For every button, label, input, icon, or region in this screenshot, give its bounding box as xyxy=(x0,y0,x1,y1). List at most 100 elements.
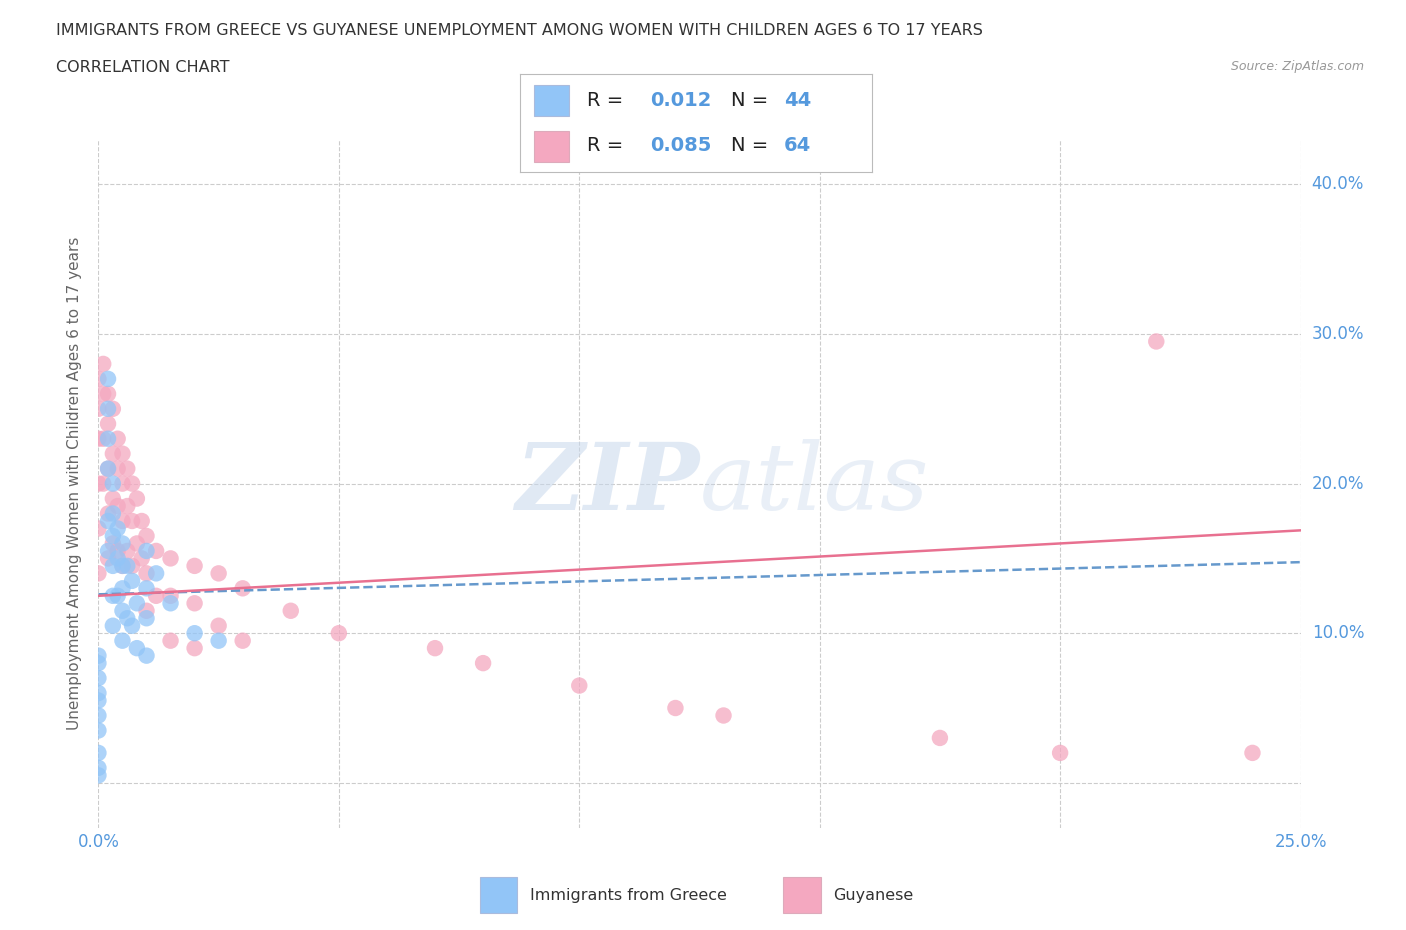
Point xyxy=(208,566,231,581)
Point xyxy=(111,558,134,573)
Point xyxy=(928,730,950,745)
Point xyxy=(87,708,110,723)
Point xyxy=(135,543,157,558)
Point xyxy=(87,648,110,663)
Point xyxy=(208,618,231,633)
Point xyxy=(183,626,205,641)
Point xyxy=(232,581,254,596)
Point xyxy=(159,589,181,604)
Point xyxy=(87,476,110,491)
Point xyxy=(145,566,167,581)
Point xyxy=(121,476,143,491)
Point xyxy=(328,626,350,641)
Point xyxy=(713,708,735,723)
Text: 10.0%: 10.0% xyxy=(1312,624,1364,643)
Point xyxy=(135,581,157,596)
Point xyxy=(87,671,110,685)
Point xyxy=(125,641,148,656)
Point xyxy=(121,558,143,573)
Point xyxy=(101,506,124,521)
Point xyxy=(121,618,143,633)
Point xyxy=(97,386,120,401)
Point xyxy=(101,536,124,551)
Text: atlas: atlas xyxy=(699,439,929,528)
Point xyxy=(91,386,114,401)
Bar xyxy=(534,131,569,163)
Bar xyxy=(534,86,569,116)
Point xyxy=(97,543,120,558)
Point xyxy=(97,551,120,565)
Text: 44: 44 xyxy=(785,91,811,111)
Text: N =: N = xyxy=(731,91,768,111)
Point xyxy=(117,558,139,573)
Point xyxy=(87,723,110,737)
Point xyxy=(125,596,148,611)
Point xyxy=(87,371,110,386)
Point xyxy=(423,641,446,656)
Point xyxy=(135,566,157,581)
Point xyxy=(145,543,167,558)
Point xyxy=(183,558,205,573)
Point xyxy=(97,417,120,432)
Point xyxy=(117,611,139,626)
Point xyxy=(1241,746,1264,761)
Text: IMMIGRANTS FROM GREECE VS GUYANESE UNEMPLOYMENT AMONG WOMEN WITH CHILDREN AGES 6: IMMIGRANTS FROM GREECE VS GUYANESE UNEMP… xyxy=(56,23,983,38)
Point xyxy=(101,491,124,506)
Point xyxy=(121,513,143,528)
Point xyxy=(107,521,129,536)
Point xyxy=(97,513,120,528)
Point xyxy=(107,589,129,604)
Point xyxy=(97,506,120,521)
Point xyxy=(111,558,134,573)
Point xyxy=(111,446,134,461)
Point xyxy=(111,604,134,618)
Point xyxy=(111,581,134,596)
Point xyxy=(97,402,120,417)
Point xyxy=(87,768,110,783)
Point xyxy=(107,498,129,513)
Point xyxy=(121,574,143,589)
Point xyxy=(97,461,120,476)
Point xyxy=(91,356,114,371)
Point xyxy=(125,536,148,551)
Point xyxy=(87,521,110,536)
Point xyxy=(111,633,134,648)
Point xyxy=(159,633,181,648)
Point xyxy=(1049,746,1071,761)
Text: 64: 64 xyxy=(785,136,811,155)
Text: 40.0%: 40.0% xyxy=(1312,176,1364,193)
Point xyxy=(183,596,205,611)
Point xyxy=(135,648,157,663)
Point xyxy=(87,402,110,417)
Point xyxy=(280,604,302,618)
Point xyxy=(111,536,134,551)
Text: 20.0%: 20.0% xyxy=(1312,474,1364,493)
Point xyxy=(117,543,139,558)
Text: Guyanese: Guyanese xyxy=(832,887,912,903)
Point xyxy=(125,491,148,506)
Point xyxy=(107,551,129,565)
Point xyxy=(472,656,495,671)
Point xyxy=(97,461,120,476)
Text: N =: N = xyxy=(731,136,768,155)
Point xyxy=(111,476,134,491)
Text: R =: R = xyxy=(588,91,623,111)
Point xyxy=(1144,334,1167,349)
Text: Immigrants from Greece: Immigrants from Greece xyxy=(530,887,727,903)
Point xyxy=(87,685,110,700)
Text: Source: ZipAtlas.com: Source: ZipAtlas.com xyxy=(1230,60,1364,73)
Point xyxy=(159,596,181,611)
Point xyxy=(101,402,124,417)
Text: ZIP: ZIP xyxy=(515,439,699,528)
Point xyxy=(91,432,114,446)
Point xyxy=(87,656,110,671)
Point xyxy=(87,693,110,708)
Point xyxy=(91,476,114,491)
Text: 0.085: 0.085 xyxy=(651,136,711,155)
Point xyxy=(87,432,110,446)
Text: CORRELATION CHART: CORRELATION CHART xyxy=(56,60,229,75)
Point xyxy=(101,528,124,543)
Point xyxy=(117,461,139,476)
Point xyxy=(232,633,254,648)
Point xyxy=(87,566,110,581)
